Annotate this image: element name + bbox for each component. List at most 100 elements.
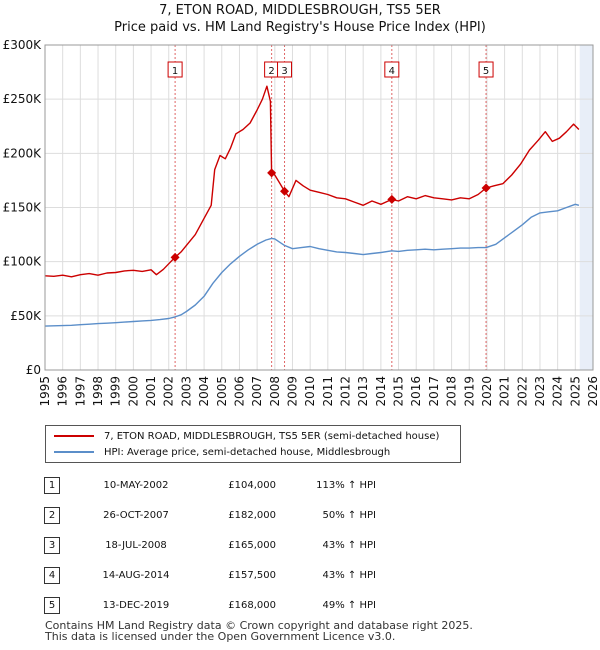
x-tick-label: 1997 (73, 376, 87, 407)
transaction-price: £182,000 (228, 509, 276, 521)
footer: Contains HM Land Registry data © Crown c… (45, 620, 473, 642)
legend-label-property: 7, ETON ROAD, MIDDLESBROUGH, TS5 5ER (se… (104, 430, 440, 442)
x-tick-label: 1998 (91, 376, 105, 407)
chart-legend: 7, ETON ROAD, MIDDLESBROUGH, TS5 5ER (se… (45, 425, 461, 463)
sale-label-box (277, 61, 293, 78)
x-tick-label: 2015 (392, 376, 406, 407)
x-tick-label: 1995 (38, 376, 52, 407)
chart-title-line1: 7, ETON ROAD, MIDDLESBROUGH, TS5 5ER (159, 3, 441, 18)
x-tick-label: 2009 (285, 376, 299, 407)
transaction-hpi-change: 43% ↑ HPI (322, 569, 376, 581)
sale-marker (267, 168, 277, 178)
sale-marker (387, 194, 397, 204)
transaction-price: £168,000 (228, 599, 276, 611)
transaction-hpi-change: 43% ↑ HPI (322, 539, 376, 551)
footer-licence: This data is licensed under the Open Gov… (45, 630, 396, 643)
x-tick-label: 2022 (515, 376, 529, 407)
x-tick-label: 2007 (250, 376, 264, 407)
x-tick-label: 2024 (551, 376, 565, 407)
transaction-row: 3 18-JUL-2008 £165,000 43% ↑ HPI (44, 530, 376, 560)
legend-label-hpi: HPI: Average price, semi-detached house,… (104, 446, 391, 458)
chart-title: 7, ETON ROAD, MIDDLESBROUGH, TS5 5ER Pri… (0, 2, 600, 36)
x-tick-label: 1996 (56, 376, 70, 407)
transaction-row: 1 10-MAY-2002 £104,000 113% ↑ HPI (44, 470, 376, 500)
x-tick-label: 2005 (215, 376, 229, 407)
sale-marker (280, 186, 290, 196)
transaction-number: 1 (44, 476, 60, 494)
y-tick-label: £300K (3, 38, 43, 52)
property-price-line (44, 85, 580, 278)
hpi-line (44, 203, 580, 327)
y-tick-label: £150K (3, 201, 43, 215)
sale-marker (170, 252, 180, 262)
x-tick-label: 2003 (179, 376, 193, 407)
transaction-number: 4 (44, 566, 60, 584)
y-tick-label: £200K (3, 146, 43, 160)
x-tick-label: 2004 (197, 376, 211, 407)
transaction-row: 4 14-AUG-2014 £157,500 43% ↑ HPI (44, 560, 376, 590)
x-tick-label: 2006 (232, 376, 246, 407)
x-tick-label: 2017 (427, 376, 441, 407)
sale-label: 1 (172, 66, 178, 77)
x-tick-label: 2016 (409, 376, 423, 407)
y-tick-label: £0 (26, 363, 41, 377)
y-tick-label: £50K (10, 309, 42, 323)
plot-frame (44, 44, 594, 371)
legend-item-hpi: HPI: Average price, semi-detached house,… (54, 444, 390, 460)
x-tick-label: 2023 (533, 376, 547, 407)
x-tick-label: 2013 (356, 376, 370, 407)
sale-label-box (478, 61, 494, 78)
transaction-date: 18-JUL-2008 (105, 539, 167, 551)
x-tick-label: 2020 (480, 376, 494, 407)
x-tick-label: 2008 (268, 376, 282, 407)
transaction-hpi-change: 49% ↑ HPI (322, 599, 376, 611)
transaction-price: £157,500 (228, 569, 276, 581)
x-tick-label: 2012 (339, 376, 353, 407)
y-tick-label: £250K (3, 92, 43, 106)
transaction-number: 3 (44, 536, 60, 554)
sale-marker (481, 183, 491, 193)
transaction-number: 5 (44, 596, 60, 614)
transaction-date: 10-MAY-2002 (103, 479, 169, 491)
x-tick-label: 2000 (126, 376, 140, 407)
transaction-price: £165,000 (228, 539, 276, 551)
transaction-hpi-change: 113% ↑ HPI (316, 479, 376, 491)
x-tick-label: 2021 (498, 376, 512, 407)
transaction-hpi-change: 50% ↑ HPI (322, 509, 376, 521)
sale-label: 3 (281, 66, 287, 77)
transaction-number-cell: 2 (44, 500, 86, 530)
x-tick-label: 2001 (144, 376, 158, 407)
footer-copyright: Contains HM Land Registry data © Crown c… (45, 619, 473, 632)
legend-swatch-property (54, 435, 94, 437)
transaction-number-cell: 1 (44, 470, 86, 500)
x-tick-label: 2002 (162, 376, 176, 407)
chart-title-line2: Price paid vs. HM Land Registry's House … (114, 20, 486, 35)
sale-label-box (384, 61, 400, 78)
x-tick-label: 2011 (321, 376, 335, 407)
transaction-number: 2 (44, 506, 60, 524)
x-tick-label: 2014 (374, 376, 388, 407)
transaction-price: £104,000 (228, 479, 276, 491)
x-tick-label: 2026 (586, 376, 600, 407)
transaction-number-cell: 3 (44, 530, 86, 560)
transaction-row: 5 13-DEC-2019 £168,000 49% ↑ HPI (44, 590, 376, 620)
transaction-row: 2 26-OCT-2007 £182,000 50% ↑ HPI (44, 500, 376, 530)
legend-swatch-hpi (54, 451, 94, 453)
sale-label-box (167, 61, 183, 78)
transactions-table: 1 10-MAY-2002 £104,000 113% ↑ HPI 2 26-OCT-20… (44, 470, 376, 620)
x-tick-label: 2018 (445, 376, 459, 407)
transaction-date: 13-DEC-2019 (102, 599, 170, 611)
x-tick-label: 2025 (568, 376, 582, 407)
x-tick-label: 2019 (462, 376, 476, 407)
transaction-date: 14-AUG-2014 (102, 569, 170, 581)
y-tick-label: £100K (3, 255, 43, 269)
transaction-date: 26-OCT-2007 (103, 509, 169, 521)
sale-label: 5 (483, 66, 489, 77)
sale-label: 4 (389, 66, 395, 77)
transaction-number-cell: 5 (44, 590, 86, 620)
legend-item-property: 7, ETON ROAD, MIDDLESBROUGH, TS5 5ER (se… (54, 428, 439, 444)
transaction-number-cell: 4 (44, 560, 86, 590)
x-tick-label: 1999 (109, 376, 123, 407)
sale-label: 2 (268, 66, 274, 77)
